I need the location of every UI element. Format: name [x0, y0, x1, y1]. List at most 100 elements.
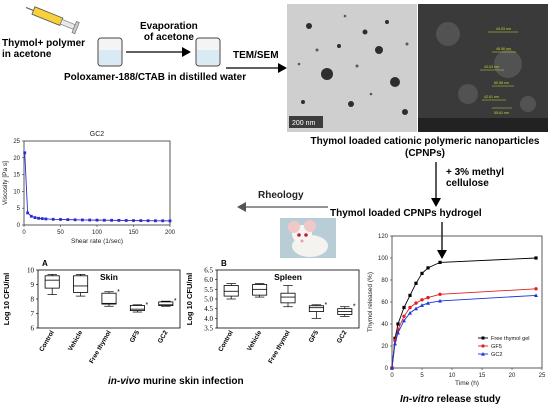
sem-micrograph: 44.93 nm 48.56 nm 43.03 nm 60.58 nm 42.6… [418, 4, 548, 132]
y-tick-label: 25 [13, 139, 20, 145]
category-label: Vehicle [67, 329, 84, 352]
viscosity-point [59, 218, 62, 221]
viscosity-point [102, 218, 106, 222]
arrow-down-release [437, 222, 447, 259]
series-point [402, 318, 406, 323]
invitro-caption: In-vitro release study [400, 394, 501, 405]
y-tick-label: 120 [378, 234, 389, 240]
sem-measure-4: 60.58 nm [494, 81, 509, 85]
series-point [534, 256, 538, 260]
y-tick-label: 6.0 [204, 276, 213, 284]
chart-title: GC2 [90, 131, 105, 138]
viscosity-point [26, 211, 30, 215]
y-tick-label: 3.5 [204, 325, 213, 333]
category-label: Control [38, 329, 56, 353]
sem-measure-3: 43.03 nm [484, 65, 499, 69]
y-tick-label: 15 [13, 173, 20, 179]
box [44, 275, 60, 289]
rheology-chart: GC2 0 50 100 150 200 0 5 10 15 20 25 Shear rate (1/s… [2, 131, 176, 245]
significance-star: * [174, 298, 177, 305]
y-tick-label: 80 [381, 278, 388, 284]
y-tick-label: 9 [31, 281, 35, 289]
y-tick-label: 100 [378, 256, 389, 262]
series-point [534, 287, 538, 291]
arrow-evaporation [126, 47, 191, 57]
viscosity-point [81, 218, 84, 222]
viscosity-point [161, 219, 165, 223]
box [252, 284, 268, 296]
series-line [391, 288, 537, 369]
viscosity-point [110, 218, 113, 222]
legend-marker [481, 344, 485, 348]
y-tick-label: 40 [381, 322, 388, 328]
y-tick-label: 6 [31, 325, 35, 333]
sem-measure-5: 42.61 nm [484, 95, 499, 99]
box [129, 305, 145, 312]
viscosity-point [44, 217, 48, 221]
x-tick-label: 100 [92, 230, 103, 236]
y-tick-label: 20 [13, 156, 20, 162]
series-point [426, 301, 430, 305]
mouse-image [280, 218, 336, 258]
viscosity-point [124, 219, 128, 222]
x-tick-label: 0 [390, 373, 394, 379]
series-point [396, 330, 400, 335]
x-tick-label: 25 [539, 373, 546, 379]
series-line [391, 257, 537, 369]
y-tick-label: 5.0 [204, 296, 213, 304]
viscosity-point [29, 214, 33, 218]
legend-label: Free thymol gel [491, 336, 530, 342]
y-tick-label: 5.5 [204, 286, 213, 294]
viscosity-point [73, 218, 77, 222]
y-axis-label: Log 10 CFU/ml [2, 273, 11, 326]
category-label: GF5 [308, 329, 321, 344]
box [308, 305, 324, 312]
series-point [438, 292, 442, 296]
viscosity-point [117, 218, 121, 222]
series-point [393, 336, 397, 340]
box [73, 275, 89, 293]
series-point [414, 306, 418, 311]
rheology-label: Rheology [258, 190, 304, 201]
evaporation-label: Evaporation of acetone [140, 21, 198, 43]
y-tick-label: 0 [385, 366, 389, 372]
invivo-caption: in-vivo murine skin infection [108, 376, 244, 387]
viscosity-point [88, 218, 92, 222]
x-tick-label: 150 [128, 230, 139, 236]
x-tick-label: 50 [57, 230, 64, 236]
x-tick-label: 10 [449, 373, 456, 379]
series-point [534, 293, 538, 297]
plot-frame [391, 235, 543, 369]
category-label: GC2 [336, 329, 349, 344]
skin-boxplot: A Skin 6 7 8 9 10 Log 10 CFU/ml Control Vehicle * F… [2, 259, 181, 365]
viscosity-point [146, 219, 150, 223]
tem-scale-text: 200 nm [292, 120, 316, 127]
panel-letter: B [221, 259, 227, 268]
release-chart: 0 5 10 15 20 25 0 20 40 60 80 100 120 Time (h) Thymol … [367, 234, 546, 387]
arrow-down-methylcellulose [431, 162, 441, 207]
viscosity-point [154, 219, 157, 223]
category-label: GF5 [129, 329, 142, 344]
panel-title: Skin [100, 272, 118, 282]
y-tick-label: 6.5 [204, 267, 213, 275]
viscosity-line [24, 152, 171, 222]
beaker-icon-1 [97, 37, 123, 67]
y-tick-label: 20 [381, 344, 388, 350]
y-axis-label: Thymol released (%) [367, 272, 374, 332]
series-point [408, 311, 412, 315]
medium-label: Poloxamer-188/CTAB in distilled water [64, 72, 247, 83]
plot-frame [23, 140, 171, 226]
x-tick-label: 200 [165, 230, 176, 236]
viscosity-point [66, 218, 70, 222]
y-tick-label: 0 [17, 223, 21, 229]
significance-star: * [117, 289, 120, 296]
category-label: Control [217, 329, 235, 353]
tem-micrograph: 200 nm [287, 4, 417, 132]
y-tick-label: 10 [27, 267, 35, 275]
viscosity-point [139, 219, 143, 223]
series-point [408, 305, 412, 310]
series-point [414, 281, 418, 285]
viscosity-point [95, 218, 99, 222]
spleen-boxplot: B Spleen 3.5 4.0 4.55.0 5.5 6.06.5 Log 10 CFU/m… [185, 259, 360, 365]
y-axis-label: Log 10 CFU/ml [185, 273, 194, 326]
